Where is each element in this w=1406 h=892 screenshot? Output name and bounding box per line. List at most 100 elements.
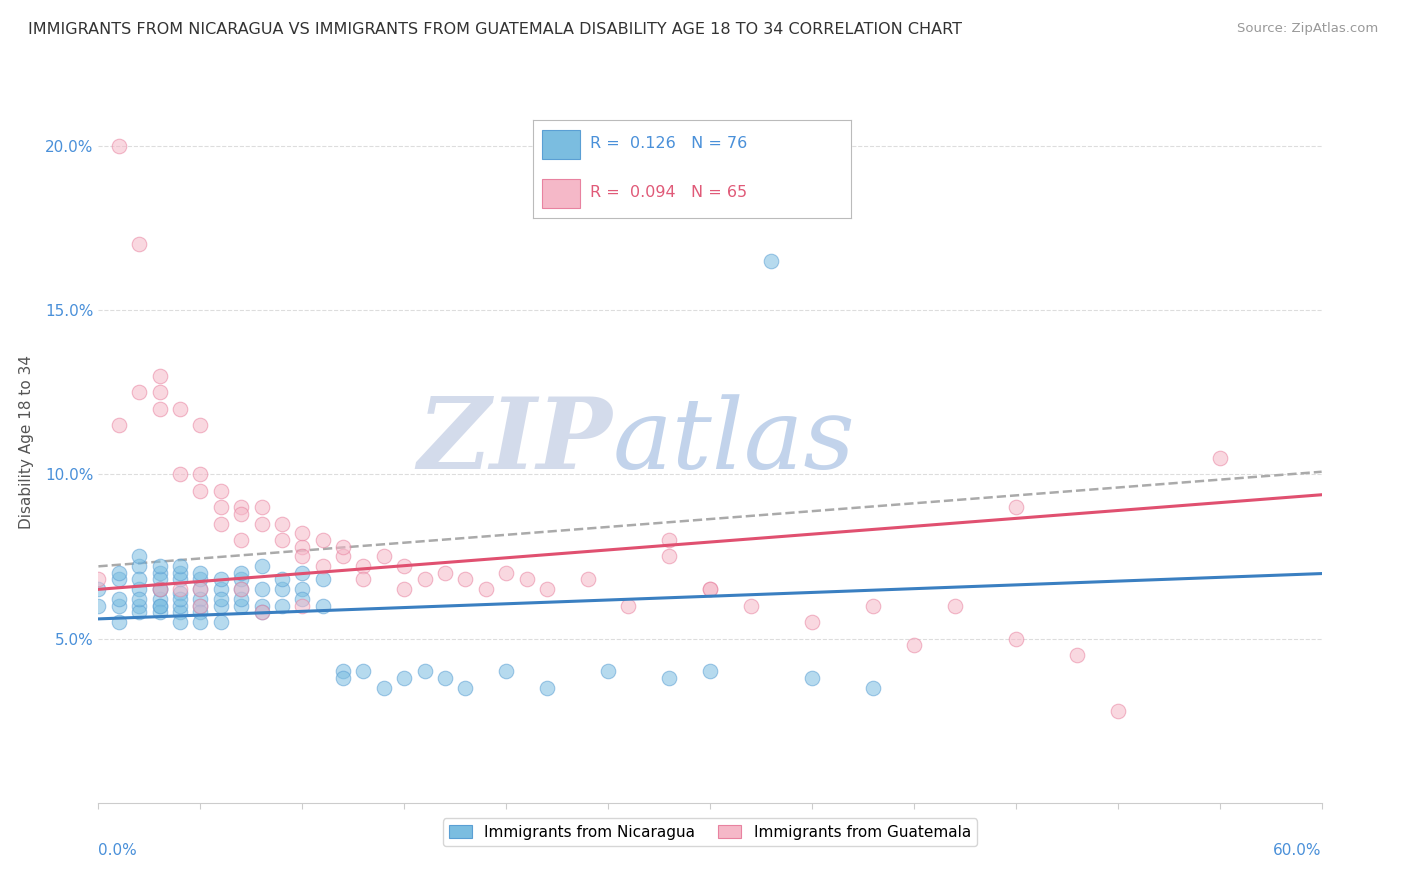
- Point: [270, 516, 294, 531]
- Point: [87, 582, 110, 597]
- Point: [332, 671, 354, 685]
- Point: [169, 605, 191, 619]
- Point: [699, 582, 721, 597]
- Point: [536, 681, 558, 695]
- Text: Source: ZipAtlas.com: Source: ZipAtlas.com: [1237, 22, 1378, 36]
- Point: [903, 638, 925, 652]
- Point: [169, 615, 191, 630]
- Point: [128, 549, 150, 564]
- Point: [188, 605, 212, 619]
- Point: [87, 599, 110, 613]
- Point: [516, 573, 538, 587]
- Point: [128, 605, 150, 619]
- Point: [658, 549, 681, 564]
- Point: [1209, 450, 1232, 465]
- Point: [413, 665, 436, 679]
- Point: [291, 526, 314, 541]
- Point: [862, 599, 884, 613]
- Point: [392, 671, 416, 685]
- Point: [108, 418, 131, 433]
- Point: [413, 573, 436, 587]
- Point: [149, 582, 172, 597]
- Point: [209, 573, 232, 587]
- Point: [128, 582, 150, 597]
- Point: [169, 566, 191, 580]
- Point: [149, 385, 172, 400]
- Point: [495, 665, 517, 679]
- Point: [188, 582, 212, 597]
- Point: [740, 599, 762, 613]
- Point: [250, 516, 273, 531]
- Point: [332, 665, 354, 679]
- Point: [188, 582, 212, 597]
- Legend: Immigrants from Nicaragua, Immigrants from Guatemala: Immigrants from Nicaragua, Immigrants fr…: [443, 819, 977, 846]
- Point: [332, 549, 354, 564]
- Point: [352, 559, 374, 574]
- Point: [291, 582, 314, 597]
- Point: [149, 573, 172, 587]
- Point: [188, 418, 212, 433]
- Point: [108, 139, 131, 153]
- Point: [699, 665, 721, 679]
- Point: [128, 385, 150, 400]
- Text: 0.0%: 0.0%: [98, 843, 138, 857]
- Point: [801, 615, 824, 630]
- Point: [231, 599, 253, 613]
- Point: [270, 573, 294, 587]
- Point: [231, 582, 253, 597]
- Point: [291, 592, 314, 607]
- Point: [862, 681, 884, 695]
- Point: [1004, 632, 1026, 646]
- Point: [128, 592, 150, 607]
- Point: [1004, 500, 1026, 515]
- Point: [209, 582, 232, 597]
- Point: [761, 253, 783, 268]
- Point: [801, 671, 824, 685]
- Point: [149, 599, 172, 613]
- Point: [1107, 704, 1129, 718]
- Point: [495, 566, 517, 580]
- Point: [209, 500, 232, 515]
- Point: [188, 599, 212, 613]
- Y-axis label: Disability Age 18 to 34: Disability Age 18 to 34: [20, 354, 34, 529]
- Point: [149, 592, 172, 607]
- Point: [149, 566, 172, 580]
- Point: [209, 483, 232, 498]
- Point: [392, 559, 416, 574]
- Point: [332, 540, 354, 554]
- Point: [312, 559, 335, 574]
- Point: [149, 582, 172, 597]
- Point: [699, 582, 721, 597]
- Point: [209, 592, 232, 607]
- Point: [209, 615, 232, 630]
- Point: [943, 599, 966, 613]
- Text: IMMIGRANTS FROM NICARAGUA VS IMMIGRANTS FROM GUATEMALA DISABILITY AGE 18 TO 34 C: IMMIGRANTS FROM NICARAGUA VS IMMIGRANTS …: [28, 22, 962, 37]
- Text: ZIP: ZIP: [418, 393, 612, 490]
- Point: [231, 592, 253, 607]
- Point: [108, 573, 131, 587]
- Point: [231, 566, 253, 580]
- Point: [373, 549, 395, 564]
- Point: [188, 592, 212, 607]
- Point: [352, 573, 374, 587]
- Point: [312, 533, 335, 547]
- Point: [149, 559, 172, 574]
- Point: [149, 401, 172, 416]
- Point: [598, 665, 620, 679]
- Point: [149, 605, 172, 619]
- Point: [108, 592, 131, 607]
- Point: [188, 599, 212, 613]
- Point: [128, 599, 150, 613]
- Point: [169, 559, 191, 574]
- Point: [291, 599, 314, 613]
- Point: [454, 573, 477, 587]
- Point: [352, 665, 374, 679]
- Point: [128, 559, 150, 574]
- Point: [169, 401, 191, 416]
- Point: [209, 599, 232, 613]
- Point: [250, 605, 273, 619]
- Point: [188, 467, 212, 482]
- Text: 60.0%: 60.0%: [1274, 843, 1322, 857]
- Point: [188, 573, 212, 587]
- Text: atlas: atlas: [612, 394, 855, 489]
